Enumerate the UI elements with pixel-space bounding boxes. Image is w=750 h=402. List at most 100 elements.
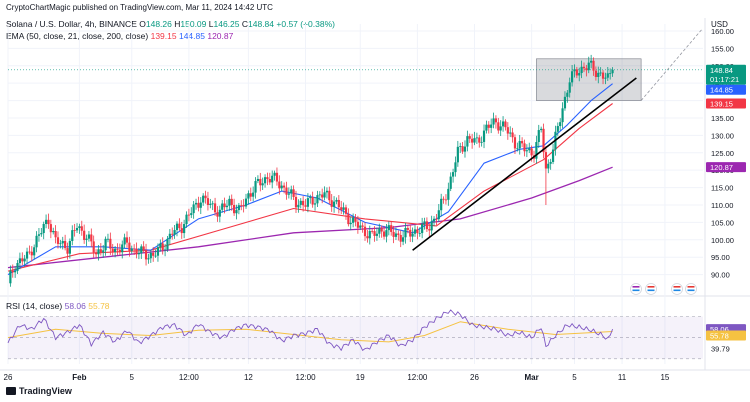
x-tick-label: 5	[130, 373, 135, 382]
candle-body	[587, 62, 590, 71]
candle-body	[213, 203, 217, 213]
candle-body	[340, 207, 343, 210]
candle-body	[309, 197, 312, 199]
candle-body	[194, 202, 198, 205]
candle-body	[190, 213, 193, 216]
candle-body	[506, 127, 509, 134]
candle-body	[335, 199, 338, 202]
event-flag-icon	[645, 283, 657, 295]
candle-body	[361, 225, 364, 227]
ohlc-open-label: O	[139, 19, 146, 29]
candle-body	[33, 247, 36, 256]
candle-body	[256, 178, 260, 182]
x-tick-label: 26	[4, 373, 13, 382]
rsi-legend-value: 58.06	[64, 301, 86, 311]
candle-body	[292, 189, 295, 197]
candle-body	[504, 121, 507, 128]
y-tick-label: 115.00	[711, 184, 733, 193]
candle-body	[140, 246, 143, 254]
candle-body	[599, 72, 602, 74]
candle-body	[482, 130, 486, 142]
candle-body	[556, 126, 559, 132]
candle-body	[118, 249, 121, 253]
range-box	[536, 58, 642, 101]
candle-body	[280, 185, 283, 189]
candle-body	[366, 236, 369, 239]
x-tick-label: 12	[244, 373, 253, 382]
candle-body	[254, 181, 257, 193]
candle-body	[302, 200, 305, 206]
candle-body	[494, 118, 498, 123]
rsi-value-label-text: 58.06	[710, 325, 729, 334]
candle-body	[92, 241, 95, 253]
candle-body	[216, 212, 219, 217]
candle-body	[440, 198, 443, 211]
event-flag-icon	[630, 283, 642, 295]
candle-body	[44, 219, 48, 224]
candle-body	[421, 223, 424, 234]
candle-body	[316, 195, 319, 204]
price-label-144-85: 144.85	[706, 84, 746, 95]
ohlc-high-label: H	[174, 19, 181, 29]
candle-body	[394, 233, 398, 237]
candle-body	[392, 231, 395, 237]
candle-body	[437, 210, 440, 220]
candle-body	[585, 68, 588, 71]
candle-body	[180, 228, 183, 234]
candle-body	[183, 224, 186, 234]
candle-body	[609, 73, 612, 75]
candle-body	[492, 118, 495, 125]
y-tick-label: 100.00	[711, 236, 734, 245]
candle-body	[478, 137, 481, 143]
event-flag-stripe	[687, 289, 695, 292]
candle-body	[163, 249, 167, 251]
candle-body	[313, 203, 317, 205]
candle-body	[87, 234, 91, 239]
candle-body	[578, 73, 581, 76]
candle-body	[425, 221, 429, 230]
candle-body	[142, 246, 145, 251]
candle-body	[582, 66, 586, 69]
x-tick-label: Mar	[525, 373, 539, 382]
candle-body	[432, 218, 436, 222]
rsi-tick-label: 59.92	[711, 323, 730, 332]
candle-body	[323, 192, 326, 198]
candle-body	[261, 183, 264, 186]
candle-body	[30, 251, 33, 256]
tradingview-logo[interactable]: TradingView	[6, 386, 72, 396]
candle-body	[447, 188, 450, 200]
rsi-value-label-bg	[706, 324, 746, 335]
candle-body	[166, 238, 169, 250]
candle-body	[111, 248, 114, 252]
candle-body	[168, 233, 171, 239]
ohlc-low: 146.25	[213, 19, 240, 29]
event-flag-circle	[671, 283, 683, 295]
candle-body	[592, 60, 595, 71]
x-tick-label: 12:00	[296, 373, 317, 382]
candle-body	[9, 270, 12, 284]
candle-body	[430, 221, 433, 231]
rsi-band	[8, 316, 703, 359]
candle-body	[449, 176, 452, 189]
candle-body	[311, 197, 314, 205]
candle-body	[473, 138, 476, 143]
candle-body	[535, 142, 538, 159]
candle-body	[544, 152, 548, 169]
candle-body	[509, 132, 512, 134]
rsi-tick-label: 39.79	[711, 344, 730, 353]
candle-body	[56, 237, 60, 244]
candle-body	[94, 252, 98, 255]
candle-body	[368, 230, 371, 239]
tradingview-logo-icon	[6, 387, 16, 395]
candle-body	[402, 237, 405, 242]
candle-body	[147, 258, 150, 260]
candle-body	[406, 227, 409, 230]
rsi-ma-value-label-text: 55.78	[710, 332, 729, 341]
candle-body	[178, 223, 181, 229]
candle-body	[42, 223, 45, 234]
candle-body	[466, 136, 469, 147]
candle-body	[306, 198, 309, 207]
ema21-line	[7, 83, 613, 276]
candle-body	[559, 122, 562, 127]
